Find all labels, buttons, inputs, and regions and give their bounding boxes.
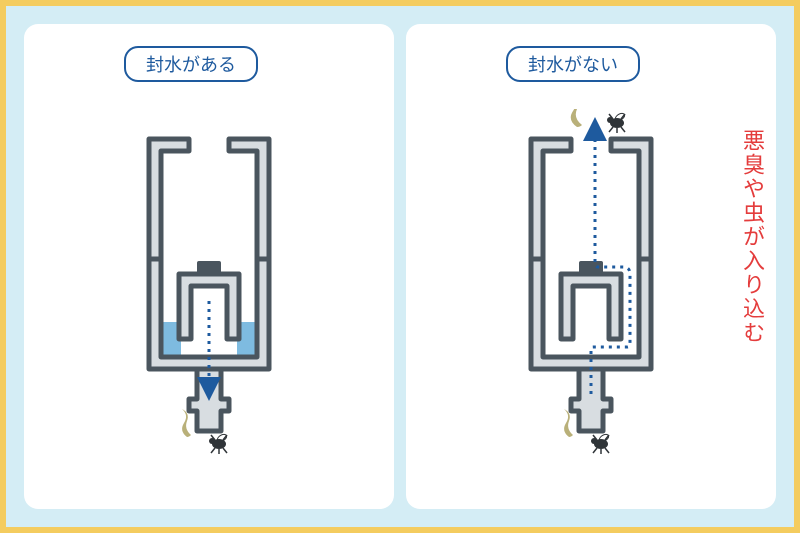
panel-title: 封水がある [124, 46, 258, 82]
panel-no-water: 封水がない 悪臭や虫が入り込む [406, 24, 776, 509]
diagram-frame: 封水がある [0, 0, 800, 533]
trap-diagram-water [119, 109, 299, 494]
trap-diagram-nowater [501, 109, 681, 494]
panel-title: 封水がない [506, 46, 640, 82]
side-warning-text: 悪臭や虫が入り込む [736, 129, 768, 345]
panel-with-water: 封水がある [24, 24, 394, 509]
